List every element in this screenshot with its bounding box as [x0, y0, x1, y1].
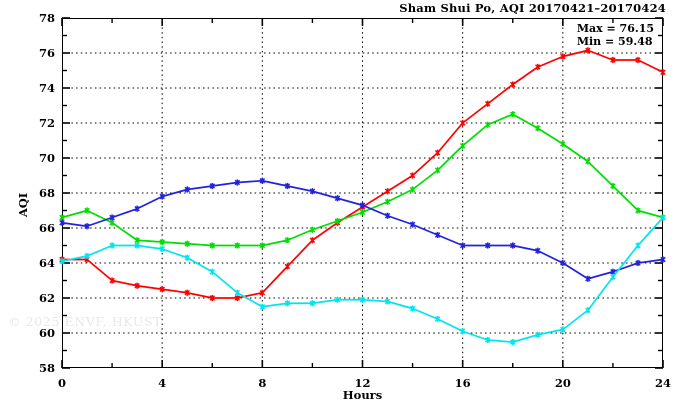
- y-tick-60: 60: [38, 326, 55, 340]
- y-tick-76: 76: [38, 46, 55, 60]
- chart-canvas: [59, 17, 666, 369]
- y-tick-58: 58: [38, 361, 55, 375]
- x-tick-16: 16: [454, 376, 471, 390]
- y-tick-72: 72: [38, 116, 55, 130]
- x-axis-label: Hours: [342, 388, 383, 402]
- y-tick-62: 62: [38, 291, 55, 305]
- y-axis-label: AQI: [16, 192, 31, 217]
- max-annotation: Max = 76.15: [576, 22, 654, 35]
- plot-area: 58 60 62 64 66 68 70 72 74 76 78 0 4 8 12 16 20 24 Max =…: [39, 11, 671, 390]
- x-tick-8: 8: [258, 376, 267, 390]
- x-tick-0: 0: [57, 376, 67, 390]
- min-annotation: Min = 59.48: [576, 35, 653, 48]
- x-tick-4: 4: [158, 376, 167, 390]
- x-tick-20: 20: [554, 376, 571, 390]
- x-tick-24: 24: [654, 376, 672, 390]
- minmax-annotation: Max = 76.15 Min = 59.48: [577, 22, 654, 48]
- x-tick-12: 12: [354, 376, 371, 390]
- watermark: © 2025 ENVF, HKUST: [8, 314, 163, 329]
- y-tick-64: 64: [38, 256, 55, 270]
- y-tick-66: 66: [38, 221, 55, 235]
- y-tick-68: 68: [38, 186, 55, 200]
- y-tick-70: 70: [38, 151, 55, 165]
- chart-title: Sham Shui Po, AQI 20170421–20170424: [399, 1, 666, 15]
- y-tick-74: 74: [38, 81, 55, 95]
- y-tick-78: 78: [38, 11, 55, 25]
